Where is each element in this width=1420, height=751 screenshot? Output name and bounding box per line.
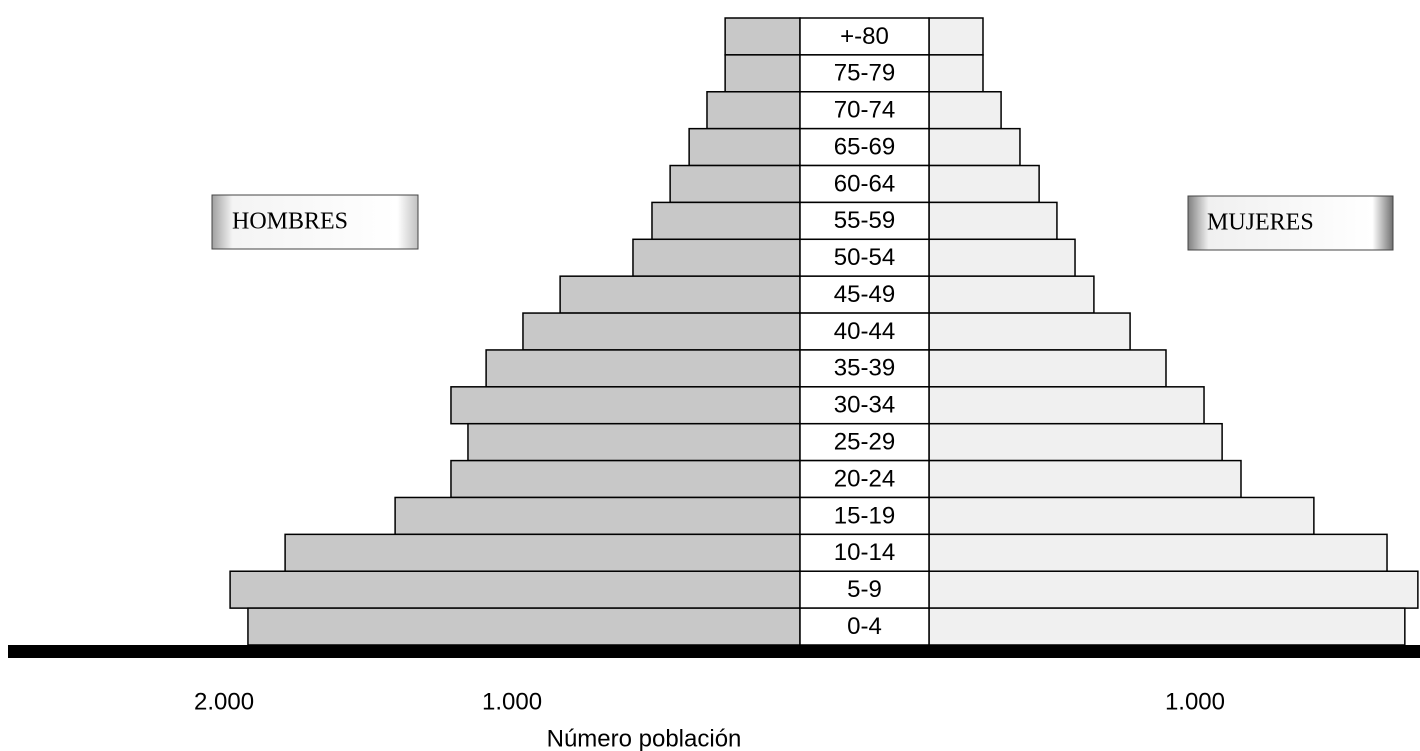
bar [229,570,801,609]
bar [928,17,984,56]
category-label: 15-19 [834,502,895,529]
bar [928,312,1131,351]
category-label: 20-24 [834,465,895,492]
bar [928,275,1095,314]
legend-box [1187,195,1394,251]
category-cell [799,570,930,609]
category-label: 35-39 [834,355,895,382]
category-label: 5-9 [847,576,882,603]
bar [669,164,801,204]
category-label: 75-79 [834,60,895,87]
base-bar [8,645,1420,658]
category-label: 60-64 [834,170,895,197]
bar [522,312,801,351]
category-label: 10-14 [834,539,895,566]
x-tick-label: 2.000 [194,688,254,715]
bar [450,459,801,499]
bar [706,91,801,130]
bar [724,54,801,93]
category-label: 55-59 [834,207,895,234]
bar [688,127,801,167]
category-cell [799,607,930,646]
bar [724,17,801,56]
x-tick-label: 1.000 [482,688,542,715]
bar [928,570,1419,609]
category-cell [799,349,930,388]
legend-label: MUJERES [1207,210,1314,236]
bar [928,533,1388,572]
category-label: 70-74 [834,97,895,124]
bar [928,91,1002,130]
category-label: 0-4 [847,613,882,640]
category-label: 45-49 [834,281,895,308]
bar [928,422,1223,462]
category-cell [799,533,930,572]
x-tick-label: 1.000 [1165,688,1225,715]
category-label: 65-69 [834,133,895,160]
category-label: 40-44 [834,318,895,345]
bar [559,275,801,314]
bar [928,386,1205,425]
bar [928,607,1406,646]
bar [485,349,801,388]
bar [928,201,1058,241]
category-cell [799,496,930,536]
bar [928,496,1315,536]
bar [247,607,801,646]
bar [928,349,1167,388]
bar [928,54,984,93]
category-label: 30-34 [834,392,895,419]
category-cell [799,54,930,93]
bar [632,238,801,277]
category-cell [799,312,930,351]
category-label: 50-54 [834,244,895,271]
x-axis-label: Número población [547,725,742,751]
category-label: +-80 [840,23,889,50]
category-label: 25-29 [834,428,895,455]
bar [284,533,801,572]
bar [928,238,1076,277]
category-cell [799,422,930,462]
bar [928,459,1242,499]
bar [651,201,801,241]
category-cell [799,127,930,167]
bar [467,422,801,462]
legend-label: HOMBRES [232,209,348,235]
bar [394,496,801,536]
bar [928,164,1040,204]
category-cell [799,201,930,241]
bar [450,386,801,425]
category-cell [799,275,930,314]
bar [928,127,1021,167]
legend-box [211,194,419,250]
